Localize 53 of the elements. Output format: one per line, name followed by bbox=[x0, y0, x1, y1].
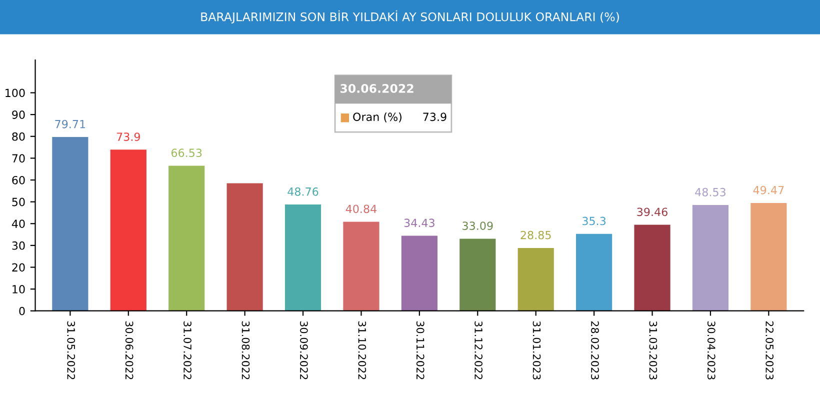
x-tick-label: 30.09.2022 bbox=[300, 321, 308, 380]
x-tick-label: 28.02.2023 bbox=[591, 321, 599, 380]
data-label: 39.46 bbox=[637, 208, 668, 216]
y-tick-label: 90 bbox=[12, 110, 25, 119]
y-tick-label: 80 bbox=[12, 132, 25, 141]
x-tick-label: 22.05.2023 bbox=[766, 321, 774, 380]
y-tick-label: 100 bbox=[6, 88, 25, 98]
bar bbox=[343, 222, 380, 311]
bar bbox=[168, 166, 205, 311]
x-tick-label: 31.12.2022 bbox=[474, 321, 482, 380]
x-tick-label: 31.05.2022 bbox=[67, 321, 76, 380]
x-tick-label: 30.11.2022 bbox=[416, 321, 424, 380]
bar bbox=[401, 236, 438, 311]
data-label: 40.84 bbox=[346, 204, 377, 214]
bar bbox=[750, 202, 787, 311]
y-tick-label: 40 bbox=[12, 220, 25, 228]
data-label: 73.9 bbox=[116, 132, 140, 141]
annotation: 73.9 bbox=[423, 112, 446, 122]
data-label: 79.71 bbox=[55, 120, 86, 128]
bar bbox=[576, 234, 612, 311]
data-label: 66.53 bbox=[171, 148, 202, 158]
y-tick-label: 60 bbox=[12, 176, 25, 184]
bar bbox=[110, 150, 146, 311]
data-label: 35.3 bbox=[582, 216, 606, 226]
bar bbox=[634, 224, 670, 311]
bar bbox=[226, 183, 263, 311]
chart-title: BARAJLARIMIZIN SON BİR YILDAKİ AY SONLARI DOLULUK ORANLARI (%) bbox=[201, 10, 619, 24]
annotation: 30.06.2022 bbox=[340, 84, 414, 93]
y-tick-label: 30 bbox=[12, 241, 25, 250]
x-tick-label: 31.03.2023 bbox=[649, 321, 658, 380]
x-tick-label: 31.07.2022 bbox=[184, 321, 192, 380]
data-label: 34.43 bbox=[404, 218, 434, 228]
data-label: 48.53 bbox=[695, 188, 726, 196]
y-tick-label: 70 bbox=[12, 154, 25, 163]
bar bbox=[52, 137, 88, 311]
bar bbox=[692, 205, 729, 311]
x-tick-label: 30.06.2022 bbox=[125, 321, 134, 380]
data-label: 33.09 bbox=[462, 222, 493, 230]
bar bbox=[518, 248, 554, 311]
y-tick-label: 20 bbox=[12, 263, 25, 272]
y-tick-label: 0 bbox=[19, 306, 25, 316]
data-label: 28.85 bbox=[520, 230, 551, 240]
data-label: 48.76 bbox=[288, 187, 318, 196]
bar bbox=[284, 204, 322, 311]
x-tick-label: 31.08.2022 bbox=[242, 321, 250, 380]
y-tick-label: 50 bbox=[12, 198, 25, 206]
annotation: Oran (%) bbox=[353, 112, 402, 122]
bar bbox=[460, 238, 496, 311]
y-tick-label: 10 bbox=[12, 285, 25, 294]
x-tick-label: 31.01.2023 bbox=[532, 321, 541, 380]
data-label: 49.47 bbox=[753, 186, 784, 194]
x-tick-label: 31.10.2022 bbox=[358, 321, 366, 380]
x-tick-label: 30.04.2023 bbox=[707, 321, 716, 380]
